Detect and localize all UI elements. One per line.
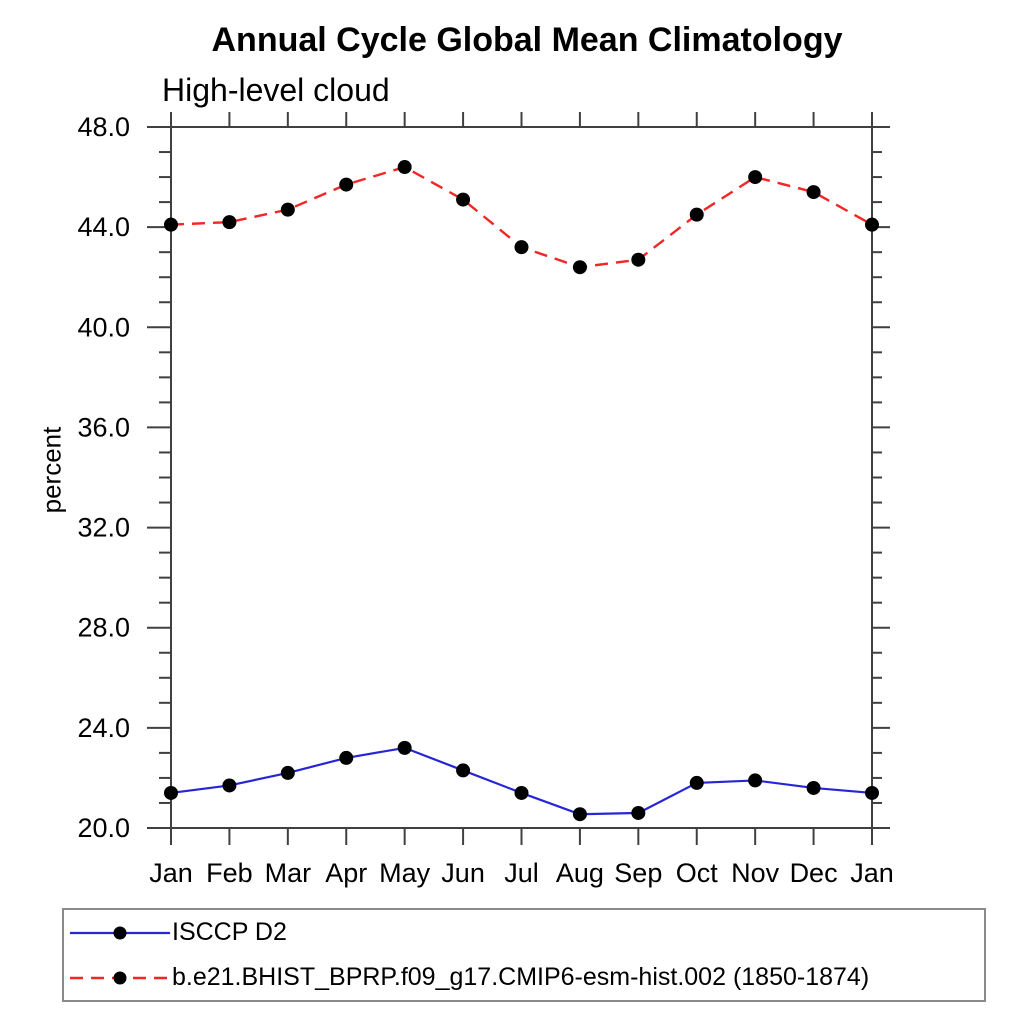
x-axis-tick-label: Dec (790, 858, 838, 888)
y-axis-tick-label: 24.0 (77, 713, 130, 743)
data-point-marker (164, 217, 178, 232)
x-axis-tick-label: Jul (504, 858, 539, 888)
chart-title: Annual Cycle Global Mean Climatology (211, 21, 843, 59)
data-point-marker (572, 807, 587, 822)
x-axis-tick-label: Nov (731, 858, 780, 888)
chart-subtitle: High-level cloud (162, 72, 390, 108)
plot-frame (170, 126, 873, 829)
data-point-marker (280, 202, 295, 217)
legend-item: b.e21.BHIST_BPRP.f09_g17.CMIP6-esm-hist.… (68, 955, 984, 1000)
data-point-marker (806, 185, 821, 200)
y-axis-tick-label: 20.0 (77, 813, 130, 843)
data-point-marker (164, 785, 178, 800)
series-line-0 (170, 746, 873, 816)
x-axis-tick-label: Feb (206, 858, 253, 888)
data-point-marker (514, 240, 529, 255)
data-point-marker (865, 785, 879, 800)
legend-marker-icon (113, 971, 127, 984)
data-point-marker (748, 170, 763, 185)
x-axis-tick-label: Apr (325, 858, 367, 888)
y-axis-tick-label: 40.0 (77, 312, 130, 342)
data-point-marker (689, 207, 704, 222)
data-point-marker (397, 160, 412, 175)
legend-box: ISCCP D2 b.e21.BHIST_BPRP.f09_g17.CMIP6-… (62, 908, 986, 1002)
data-point-marker (339, 750, 354, 765)
x-axis-tick-label: Jan (149, 858, 193, 888)
data-point-marker (806, 780, 821, 795)
y-axis-tick-label: 48.0 (77, 112, 130, 142)
data-point-marker (397, 740, 412, 755)
y-axis-tick-label: 28.0 (77, 613, 130, 643)
x-axis-tick-label: Aug (556, 858, 604, 888)
data-point-marker (280, 765, 295, 780)
legend-line-sample (70, 926, 170, 939)
legend-item: ISCCP D2 (68, 910, 984, 955)
data-point-marker (689, 775, 704, 790)
y-axis-tick-label: 32.0 (77, 513, 130, 543)
data-point-marker (514, 785, 529, 800)
data-point-marker (631, 252, 646, 267)
x-axis-tick-label: Jan (850, 858, 894, 888)
data-point-marker (865, 217, 879, 232)
y-axis-tick-label: 44.0 (77, 212, 130, 242)
data-point-marker (572, 260, 587, 275)
legend-marker-icon (113, 926, 127, 939)
x-axis-tick-label: Sep (614, 858, 662, 888)
data-point-marker (631, 805, 646, 820)
data-point-marker (456, 192, 471, 207)
x-axis-tick-label: Oct (676, 858, 719, 888)
x-axis-tick-label: Mar (265, 858, 312, 888)
data-point-marker (339, 177, 354, 192)
legend-line-sample (70, 971, 170, 984)
x-axis-tick-label: May (379, 858, 431, 888)
legend-label: ISCCP D2 (172, 918, 287, 946)
data-point-marker (222, 778, 237, 793)
data-point-marker (748, 773, 763, 788)
data-point-marker (222, 215, 237, 230)
y-axis-tick-label: 36.0 (77, 412, 130, 442)
data-point-marker (456, 763, 471, 778)
x-axis-tick-label: Jun (441, 858, 485, 888)
legend-label: b.e21.BHIST_BPRP.f09_g17.CMIP6-esm-hist.… (172, 963, 870, 991)
